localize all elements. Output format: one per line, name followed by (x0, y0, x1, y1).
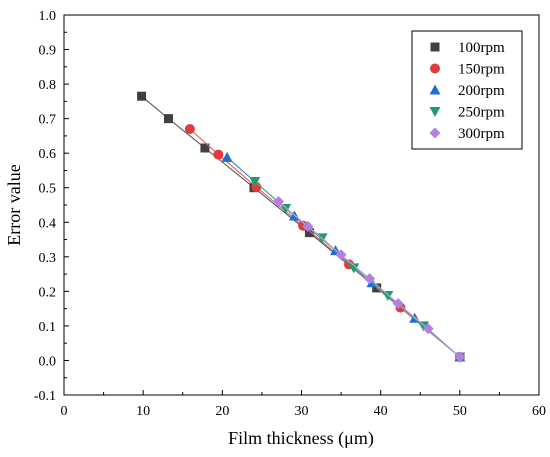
data-point (392, 297, 404, 309)
data-point (280, 203, 292, 214)
x-tick-label: 50 (453, 404, 467, 419)
y-axis-ticks: -0.1 0.0 0.1 0.2 0.3 0.4 0.5 0.6 0.7 0.8 0.9 1.0 (34, 9, 69, 404)
data-point (213, 149, 224, 160)
data-point (200, 143, 210, 153)
y-tick-label: 0.2 (39, 285, 57, 300)
y-tick-label: 0.0 (39, 354, 57, 369)
data-point (302, 220, 314, 232)
data-point (454, 351, 466, 363)
data-point (422, 323, 434, 335)
data-point (382, 291, 394, 302)
y-tick-label: 0.5 (39, 182, 57, 197)
data-point (273, 196, 285, 208)
y-tick-label: 0.6 (39, 147, 57, 162)
legend: 100rpm 150rpm 200rpm 250rpm 300rpm (411, 30, 523, 150)
legend-label: 150rpm (458, 62, 505, 78)
data-point (164, 114, 173, 124)
x-tick-label: 30 (295, 404, 309, 419)
x-tick-label: 40 (374, 404, 388, 419)
legend-box (411, 30, 523, 150)
y-tick-label: 0.8 (39, 78, 57, 93)
series-300rpm (273, 196, 466, 363)
legend-marker (429, 107, 441, 117)
y-tick-label: 1.0 (39, 9, 57, 24)
legend-marker (430, 42, 440, 52)
legend-marker (430, 63, 440, 74)
y-tick-label: 0.3 (39, 251, 57, 266)
x-axis-title: Film thickness (μm) (228, 428, 374, 449)
data-point (249, 177, 261, 188)
data-point (137, 91, 147, 101)
y-tick-label: -0.1 (34, 389, 56, 404)
legend-label: 250rpm (458, 105, 505, 121)
x-tick-label: 0 (61, 404, 68, 419)
x-tick-label: 10 (136, 404, 150, 419)
legend-label: 100rpm (458, 40, 505, 56)
data-point (184, 124, 195, 134)
legend-label: 300rpm (458, 126, 505, 142)
legend-marker (429, 84, 441, 95)
legend-marker (429, 127, 441, 139)
series-layer (137, 91, 466, 363)
y-axis-title: Error value (4, 164, 24, 245)
y-tick-label: 0.7 (39, 113, 57, 128)
x-tick-label: 60 (532, 404, 546, 419)
y-tick-label: 0.1 (39, 320, 57, 335)
data-point (221, 151, 233, 162)
x-axis-ticks: 0 10 20 30 40 50 60 (61, 390, 546, 419)
data-point (335, 249, 347, 261)
x-tick-label: 20 (215, 404, 229, 419)
y-tick-label: 0.9 (39, 44, 57, 59)
data-point (417, 321, 429, 332)
data-point (304, 228, 314, 238)
legend-label: 200rpm (458, 83, 505, 99)
data-point (348, 263, 360, 274)
data-point (364, 273, 376, 285)
y-tick-label: 0.4 (39, 216, 57, 231)
